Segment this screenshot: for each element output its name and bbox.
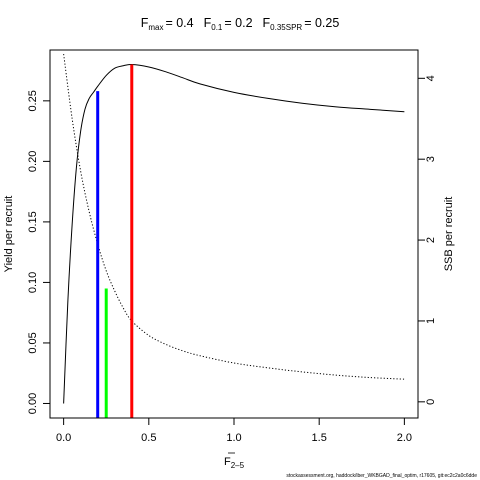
reference-lines [96, 64, 134, 418]
y-right-tick-label: 0 [425, 399, 437, 405]
title-subscript: 0.1 [211, 23, 223, 32]
y-axis-left: 0.00 0.05 0.10 0.15 0.20 0.25 [27, 90, 51, 414]
title-symbol: F [141, 16, 149, 30]
footer-text: stockassessment.org, haddock/iber_WKBGAD… [286, 473, 477, 479]
title-value: = 0.25 [304, 16, 339, 30]
title-subscript: max [148, 23, 163, 32]
x-tick-label: 1.0 [226, 432, 241, 444]
x-axis-title: F2–5 [224, 456, 245, 470]
x-tick-label: 2.0 [397, 432, 412, 444]
y-axis-left-title: Yield per recruit [3, 196, 15, 273]
y-left-tick-label: 0.10 [27, 272, 39, 293]
title-value: = 0.4 [165, 16, 193, 30]
series-layer [63, 53, 405, 404]
chart-title: Fmax = 0.4 F0.1 = 0.2 F0.35SPR = 0.25 [141, 16, 340, 32]
x-tick-label: 0.5 [141, 432, 156, 444]
y-left-tick-label: 0.15 [27, 211, 39, 232]
yield-per-recruit-line [63, 63, 405, 404]
y-right-tick-label: 2 [425, 237, 437, 243]
y-right-tick-label: 3 [425, 156, 437, 162]
y-axis-right: 0 1 2 3 4 [417, 75, 437, 405]
y-right-tick-label: 4 [425, 75, 437, 81]
x-tick-label: 0.0 [56, 432, 71, 444]
y-left-tick-label: 0.25 [27, 90, 39, 111]
y-left-tick-label: 0.00 [27, 393, 39, 414]
title-symbol: F [204, 16, 212, 30]
ssb-per-recruit-line [63, 53, 405, 380]
x-axis: 0.0 0.5 1.0 1.5 2.0 [56, 417, 412, 444]
y-left-tick-label: 0.20 [27, 151, 39, 172]
y-left-tick-label: 0.05 [27, 332, 39, 353]
y-axis-right-title: SSB per recruit [443, 197, 455, 272]
x-title-subscript: 2–5 [231, 461, 245, 470]
y-right-tick-label: 1 [425, 318, 437, 324]
title-subscript: 0.35SPR [270, 23, 302, 32]
x-tick-label: 1.5 [312, 432, 327, 444]
x-title-symbol: F [224, 456, 231, 468]
title-value: = 0.2 [224, 16, 252, 30]
title-symbol: F [263, 16, 271, 30]
